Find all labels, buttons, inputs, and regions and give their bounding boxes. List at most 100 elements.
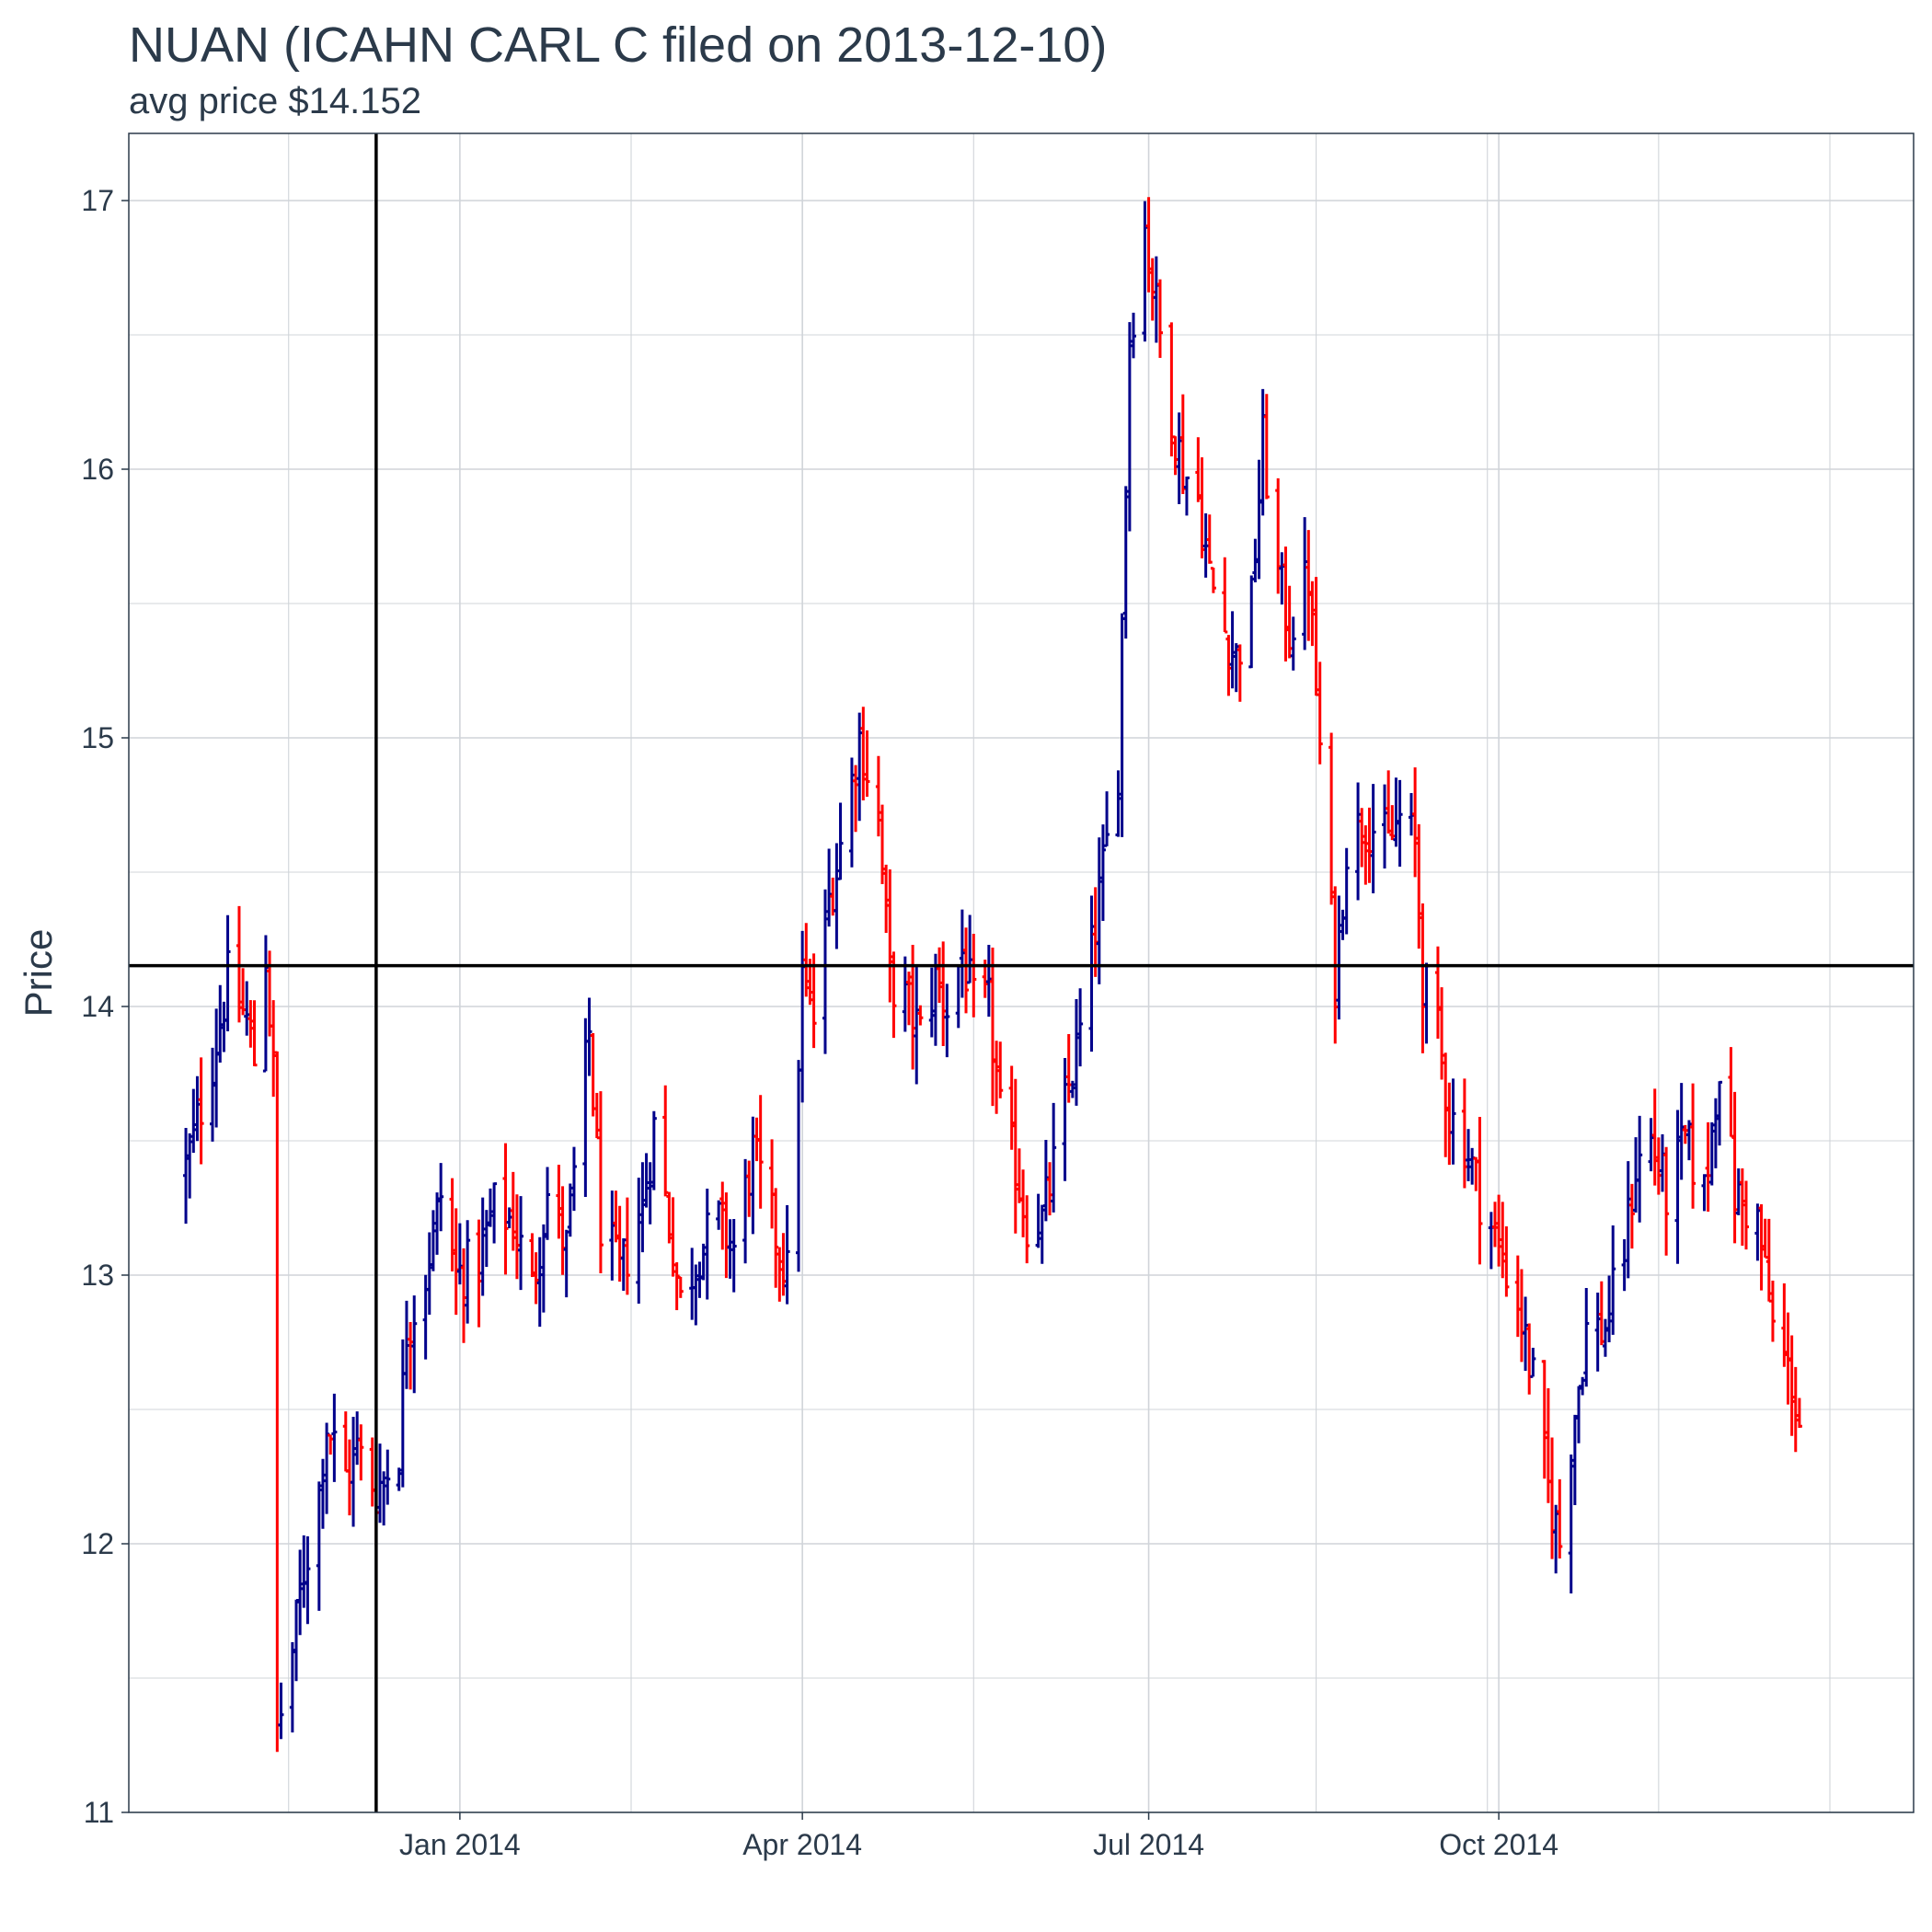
ohlc-bar <box>1523 1296 1529 1371</box>
ohlc-bar <box>784 1205 790 1305</box>
ohlc-bar <box>811 953 817 1049</box>
ohlc-bar <box>183 1127 190 1225</box>
ohlc-bar <box>639 1162 646 1253</box>
ohlc-bar <box>944 983 950 1058</box>
plot-panel <box>129 133 1914 1812</box>
ohlc-bar <box>1477 1116 1483 1265</box>
ohlc-bar <box>545 1167 551 1240</box>
ohlc-bar <box>1439 987 1445 1080</box>
ohlc-bar <box>803 923 810 997</box>
ohlc-bar <box>917 1005 924 1026</box>
ohlc-bar <box>914 967 920 1085</box>
ohlc-bar <box>1728 1047 1734 1138</box>
ohlc-bar <box>662 1085 669 1197</box>
ohlc-bar <box>1735 1168 1742 1215</box>
ohlc-bar <box>1263 394 1270 500</box>
ohlc-bar <box>1553 1504 1559 1574</box>
ohlc-bar <box>1042 1140 1049 1222</box>
ohlc-bar <box>857 712 863 822</box>
ohlc-bar <box>989 948 995 1107</box>
ohlc-bar <box>453 1208 459 1316</box>
ohlc-bar <box>1708 1121 1715 1186</box>
ohlc-bar <box>1179 394 1186 494</box>
y-tick-label: 13 <box>81 1259 114 1292</box>
ohlc-bar <box>305 1535 311 1625</box>
plot-border <box>128 132 1915 1813</box>
ohlc-bar <box>533 1252 539 1305</box>
ohlc-bar <box>1229 611 1236 689</box>
ohlc-bar <box>1606 1275 1613 1343</box>
ohlc-bar <box>358 1424 364 1481</box>
ohlc-bar <box>513 1194 520 1280</box>
ohlc-bar <box>848 757 855 868</box>
ohlc-bar <box>928 967 935 1038</box>
x-tick-label: Oct 2014 <box>1439 1828 1558 1861</box>
ohlc-bar <box>1788 1335 1795 1436</box>
ohlc-bar <box>1024 1195 1030 1264</box>
ohlc-bar <box>1610 1225 1616 1335</box>
ohlc-bar <box>1305 530 1312 641</box>
ohlc-bar <box>536 1236 543 1328</box>
ohlc-bar <box>1366 807 1373 883</box>
ohlc-bar <box>620 1238 627 1292</box>
ohlc-bar <box>1762 1218 1768 1259</box>
ohlc-bar <box>438 1163 444 1232</box>
ohlc-bar <box>834 843 840 949</box>
ohlc-bar <box>997 1041 1004 1098</box>
ohlc-bar <box>1637 1115 1643 1223</box>
ohlc-bar <box>1466 1129 1472 1181</box>
ohlc-bar <box>217 984 224 1064</box>
ohlc-bar <box>1336 895 1342 1020</box>
ohlc-bar <box>385 1449 391 1505</box>
ohlc-bar <box>837 802 844 880</box>
y-tick-label: 14 <box>81 990 114 1023</box>
ohlc-bar <box>465 1220 471 1324</box>
ohlc-bar <box>780 1233 787 1296</box>
ohlc-bar <box>1275 477 1282 594</box>
x-axis: Jan 2014 Apr 2014 Jul 2014 Oct 2014 <box>399 1812 1558 1861</box>
ohlc-bar <box>1674 1110 1681 1264</box>
ohlc-bar <box>1222 557 1228 634</box>
y-tick-label: 12 <box>81 1527 114 1560</box>
ohlc-bar <box>1290 616 1296 671</box>
ohlc-bar <box>719 1181 726 1250</box>
y-tick-label: 15 <box>81 721 114 754</box>
ohlc-bar <box>293 1599 300 1682</box>
ohlc-bar <box>570 1146 577 1212</box>
ohlc-bar <box>316 1481 322 1611</box>
ohlc-bar <box>403 1300 409 1389</box>
ohlc-bar <box>586 997 592 1076</box>
ohlc-bar <box>1717 1080 1723 1146</box>
ohlc-bar <box>1252 538 1259 582</box>
ohlc-bar <box>1781 1283 1788 1367</box>
ohlc-bar <box>408 1322 414 1390</box>
ohlc-bar <box>331 1393 338 1482</box>
ohlc-bar <box>1099 824 1106 921</box>
ohlc-bar <box>1625 1161 1631 1279</box>
ohlc-bar <box>563 1229 569 1298</box>
ohlc-bar <box>666 1191 673 1244</box>
ohlc-bar <box>396 1467 402 1491</box>
ohlc-bar <box>609 1190 615 1281</box>
ohlc-bar <box>880 804 886 885</box>
ohlc-bar <box>540 1224 546 1313</box>
ohlc-bar <box>1051 1102 1057 1213</box>
ohlc-bar <box>860 707 867 801</box>
ohlc-bar <box>1236 644 1243 702</box>
ohlc-bar <box>483 1210 489 1268</box>
ohlc-bar <box>883 864 890 933</box>
ohlc-bar <box>650 1110 657 1190</box>
ohlc-bar <box>1580 1376 1586 1396</box>
ohlc-bar <box>1077 988 1084 1067</box>
ohlc-bar <box>1096 837 1102 984</box>
ohlc-bar <box>244 981 250 1036</box>
ohlc-bar <box>1210 567 1216 593</box>
ohlc-bar <box>1119 613 1125 837</box>
ohlc-bar <box>1008 1065 1015 1150</box>
ohlc-bar <box>1701 1174 1708 1212</box>
ohlc-bar <box>1386 770 1392 834</box>
ohlc-bar <box>1145 197 1152 293</box>
ohlc-bar <box>647 1162 653 1225</box>
ohlc-bar <box>826 848 833 927</box>
ohlc-bar <box>247 1000 254 1048</box>
